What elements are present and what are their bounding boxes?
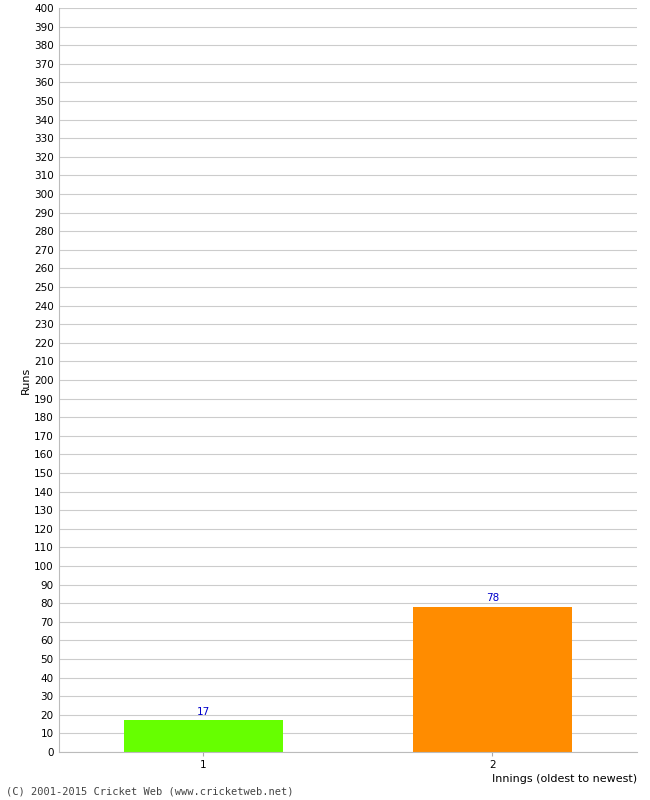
- Bar: [413, 607, 572, 752]
- Bar: [124, 720, 283, 752]
- X-axis label: Innings (oldest to newest): Innings (oldest to newest): [492, 774, 637, 784]
- Y-axis label: Runs: Runs: [21, 366, 31, 394]
- Text: (C) 2001-2015 Cricket Web (www.cricketweb.net): (C) 2001-2015 Cricket Web (www.cricketwe…: [6, 786, 294, 796]
- Text: 78: 78: [486, 593, 499, 603]
- Text: 17: 17: [196, 706, 210, 717]
